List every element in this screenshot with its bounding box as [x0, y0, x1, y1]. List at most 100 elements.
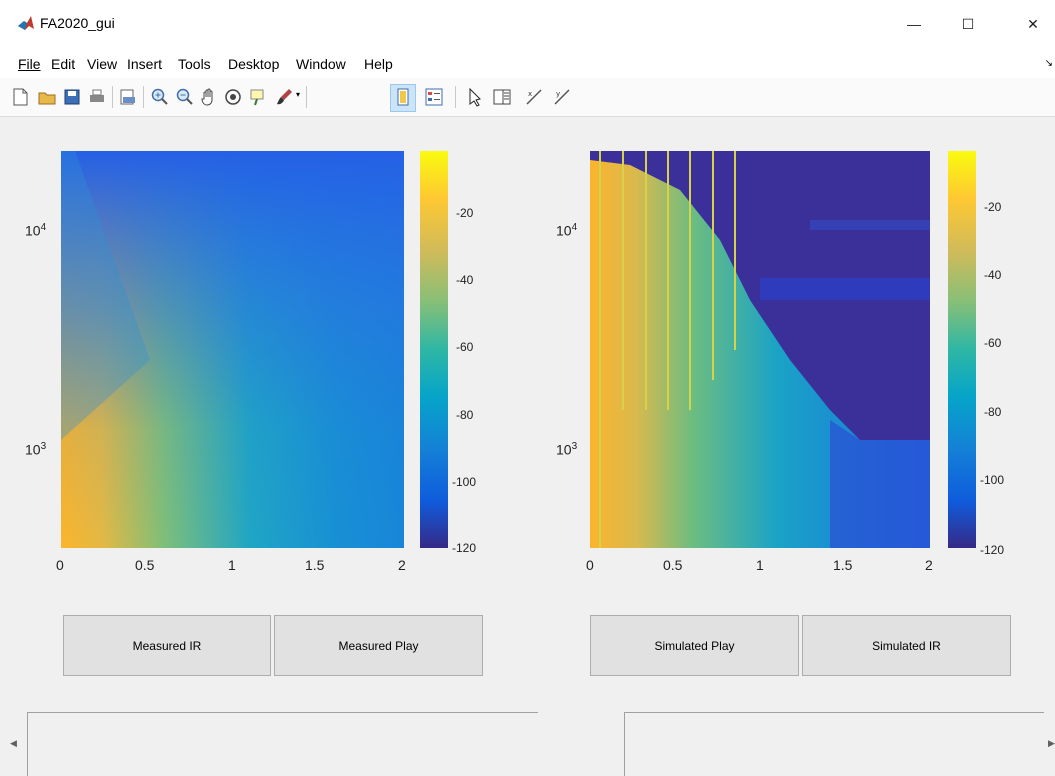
- measured-xtick: 1: [228, 557, 236, 573]
- simulated-onset-lines: [599, 151, 736, 548]
- window-title: FA2020_gui: [40, 15, 115, 31]
- measured-cbtick: -60: [456, 340, 474, 354]
- matlab-icon: [18, 16, 34, 30]
- title-bar: [0, 0, 1055, 48]
- ytick-base: 10: [25, 222, 41, 239]
- toolbar: [0, 78, 1055, 117]
- colorbar-icon[interactable]: [393, 87, 413, 107]
- close-icon[interactable]: ✕: [1027, 16, 1039, 32]
- measured-cbtick: -40: [456, 273, 474, 287]
- menu-help-label: Help: [364, 56, 393, 72]
- ytick-base: 10: [556, 222, 572, 239]
- menu-desktop[interactable]: Desktop: [228, 56, 279, 72]
- measured-xtick: 2: [398, 557, 406, 573]
- simulated-cbtick: -60: [984, 336, 1002, 350]
- measured-ir-button[interactable]: Measured IR: [63, 615, 271, 676]
- simulated-ir-button[interactable]: Simulated IR: [802, 615, 1011, 676]
- simulated-xtick: 0.5: [663, 557, 683, 573]
- brush-icon[interactable]: [274, 87, 294, 107]
- menu-view-label: View: [87, 56, 118, 72]
- print-preview-icon[interactable]: [118, 87, 138, 107]
- svg-text:x: x: [528, 90, 532, 98]
- menu-dock-arrow-icon[interactable]: ↘: [1044, 58, 1053, 69]
- simulated-spectrogram-plot[interactable]: [530, 120, 1055, 590]
- simulated-cbtick: -120: [980, 543, 1005, 557]
- measured-cbtick: -80: [456, 408, 474, 422]
- simulated-xtick: 1.5: [833, 557, 853, 573]
- simulated-slider[interactable]: [624, 712, 1044, 776]
- toolbar-separator: [112, 86, 113, 108]
- open-file-icon[interactable]: [37, 87, 57, 107]
- menu-desktop-label: Desktop: [228, 56, 280, 72]
- measured-image-overlay: [61, 151, 404, 548]
- menu-insert-label: Insert: [127, 56, 163, 72]
- menu-edit-label: Edit: [51, 56, 76, 72]
- measured-xtick: 1.5: [305, 557, 325, 573]
- menu-file-label: File: [18, 56, 41, 72]
- measured-colorbar: [420, 151, 448, 548]
- menu-help[interactable]: Help: [364, 56, 393, 72]
- simulated-colorbar: [948, 151, 976, 548]
- toolbar-separator: [306, 86, 307, 108]
- simulated-band: [810, 220, 930, 230]
- measured-xtick: 0.5: [135, 557, 155, 573]
- measured-cbtick: -100: [452, 475, 477, 489]
- menu-window-label: Window: [296, 56, 346, 72]
- ytick-base: 10: [25, 441, 41, 458]
- simulated-ytick-10e4: 104: [556, 222, 577, 239]
- menu-tools-label: Tools: [178, 56, 211, 72]
- toolbar-separator: [455, 86, 456, 108]
- ytick-base: 10: [556, 441, 572, 458]
- toolbar-separator: [143, 86, 144, 108]
- zoom-in-icon[interactable]: [150, 87, 170, 107]
- ytick-exp: 4: [571, 222, 578, 233]
- brush-dropdown-icon[interactable]: ▾: [296, 90, 301, 99]
- simulated-play-button[interactable]: Simulated Play: [590, 615, 799, 676]
- simulated-cbtick: -100: [980, 473, 1005, 487]
- pan-icon[interactable]: [199, 87, 219, 107]
- measured-xtick: 0: [56, 557, 64, 573]
- data-cursor-icon[interactable]: [248, 87, 268, 107]
- menu-window[interactable]: Window: [296, 56, 346, 72]
- simulated-cbtick: -80: [984, 405, 1002, 419]
- menu-view[interactable]: View: [87, 56, 117, 72]
- ytick-exp: 3: [40, 441, 47, 452]
- ytick-exp: 3: [571, 441, 578, 452]
- measured-play-button[interactable]: Measured Play: [274, 615, 483, 676]
- simulated-cbtick: -20: [984, 200, 1002, 214]
- print-icon[interactable]: [87, 87, 107, 107]
- minimize-icon[interactable]: —: [907, 16, 921, 32]
- menu-tools[interactable]: Tools: [178, 56, 211, 72]
- measured-cbtick: -20: [456, 206, 474, 220]
- zoom-out-icon[interactable]: [175, 87, 195, 107]
- property-inspector-icon[interactable]: [492, 87, 512, 107]
- menu-file[interactable]: File: [18, 56, 41, 72]
- menu-insert[interactable]: Insert: [127, 56, 162, 72]
- link-axes-icon[interactable]: y: [552, 87, 572, 107]
- edit-plot-icon[interactable]: [466, 87, 486, 107]
- measured-ytick-10e3: 103: [25, 441, 46, 458]
- simulated-xtick: 1: [756, 557, 764, 573]
- maximize-icon[interactable]: ☐: [961, 16, 975, 32]
- simulated-ytick-10e3: 103: [556, 441, 577, 458]
- scroll-left-arrow-icon[interactable]: ◀: [10, 738, 17, 748]
- simulated-lower-right: [830, 420, 930, 548]
- measured-slider[interactable]: [27, 712, 538, 776]
- link-plot-icon[interactable]: x: [524, 87, 544, 107]
- measured-decay-shade: [61, 151, 150, 440]
- simulated-band: [760, 278, 930, 300]
- measured-spectrogram-plot[interactable]: [0, 120, 530, 590]
- new-figure-icon[interactable]: [10, 87, 30, 107]
- scroll-right-arrow-icon[interactable]: ▶: [1048, 738, 1055, 748]
- rotate-3d-icon[interactable]: [223, 87, 243, 107]
- simulated-xtick: 2: [925, 557, 933, 573]
- legend-icon[interactable]: [424, 87, 444, 107]
- menu-edit[interactable]: Edit: [51, 56, 75, 72]
- simulated-cbtick: -40: [984, 268, 1002, 282]
- save-icon[interactable]: [62, 87, 82, 107]
- measured-cbtick: -120: [452, 541, 477, 555]
- svg-text:y: y: [556, 90, 560, 98]
- simulated-xtick: 0: [586, 557, 594, 573]
- menu-bar: [0, 48, 1055, 78]
- ytick-exp: 4: [40, 222, 47, 233]
